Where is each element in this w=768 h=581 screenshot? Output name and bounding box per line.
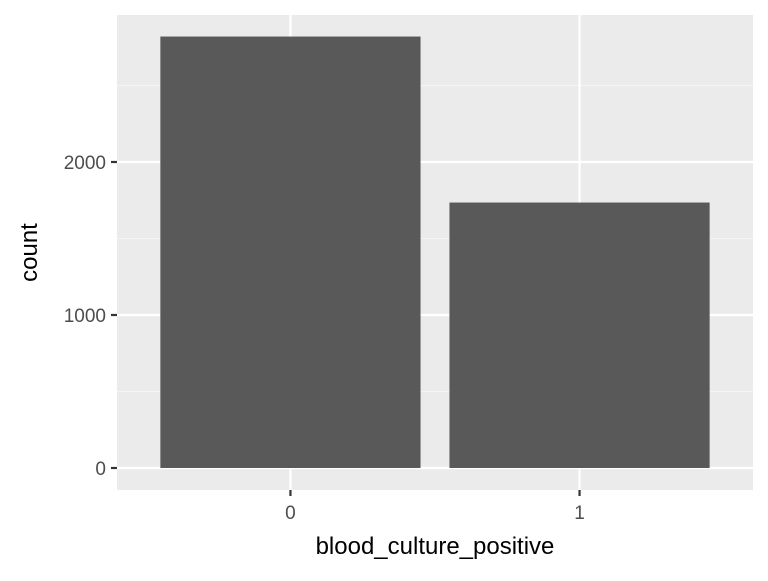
- x-tick-label: 0: [285, 503, 296, 524]
- y-axis: 0 1000 2000: [64, 153, 117, 480]
- x-axis-title: blood_culture_positive: [316, 533, 555, 560]
- bar-1: [449, 202, 710, 469]
- bars: [160, 36, 710, 469]
- y-tick-label: 1000: [64, 306, 106, 327]
- y-axis-title: count: [16, 223, 43, 282]
- x-tick-label: 1: [574, 503, 585, 524]
- y-tick-label: 2000: [64, 153, 106, 174]
- bar-0: [160, 36, 421, 468]
- y-tick-label: 0: [95, 459, 106, 480]
